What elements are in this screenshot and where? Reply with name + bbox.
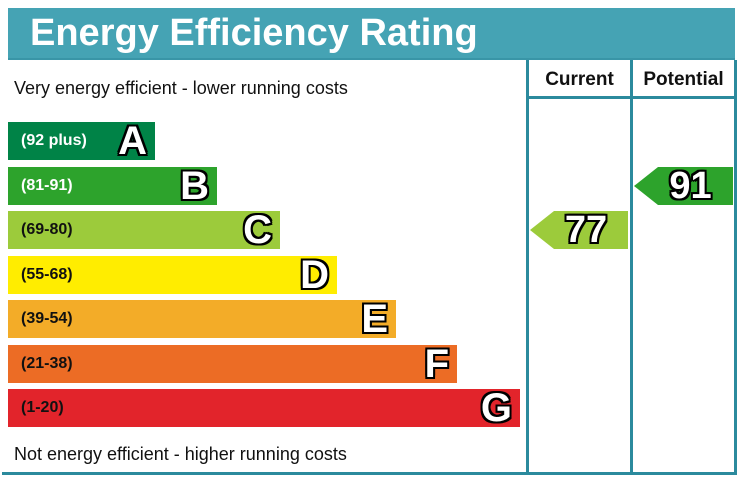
band-c: (69-80) C	[8, 208, 280, 252]
band-letter: E	[361, 297, 388, 341]
band-letter: G	[480, 386, 512, 430]
band-d: (55-68) D	[8, 253, 337, 297]
column-divider	[630, 60, 633, 475]
band-letter: A	[118, 119, 147, 163]
band-letter: D	[300, 253, 329, 297]
band-range-label: (21-38)	[21, 355, 73, 372]
top-note: Very energy efficient - lower running co…	[14, 78, 348, 98]
bottom-note: Not energy efficient - higher running co…	[14, 444, 347, 464]
potential-column-header: Potential	[643, 69, 724, 90]
current-column-header: Current	[545, 69, 614, 90]
band-letter: B	[180, 164, 209, 208]
band-letter: C	[243, 208, 272, 252]
band-range-label: (69-80)	[21, 221, 73, 238]
band-a: (92 plus) A	[8, 119, 155, 163]
current-rating-arrow: 77	[530, 211, 628, 249]
band-range-label: (55-68)	[21, 266, 73, 283]
band-b: (81-91) B	[8, 164, 217, 208]
band-f: (21-38) F	[8, 342, 457, 386]
current-column-left-border	[526, 60, 529, 475]
band-range-label: (92 plus)	[21, 132, 87, 149]
band-letter: F	[424, 342, 449, 386]
band-e: (39-54) E	[8, 297, 396, 341]
potential-rating-value: 91	[669, 165, 712, 207]
current-rating-value: 77	[564, 209, 608, 251]
potential-rating-arrow: 91	[634, 167, 733, 205]
column-header-underline	[526, 96, 737, 99]
band-g: (1-20) G	[8, 386, 520, 430]
band-range-label: (1-20)	[21, 399, 64, 416]
chart-bottom-border	[2, 472, 737, 475]
chart-title: Energy Efficiency Rating	[30, 12, 478, 54]
band-range-label: (81-91)	[21, 177, 73, 194]
table-right-border	[734, 60, 737, 475]
title-banner: Energy Efficiency Rating	[8, 8, 735, 60]
band-range-label: (39-54)	[21, 310, 73, 327]
